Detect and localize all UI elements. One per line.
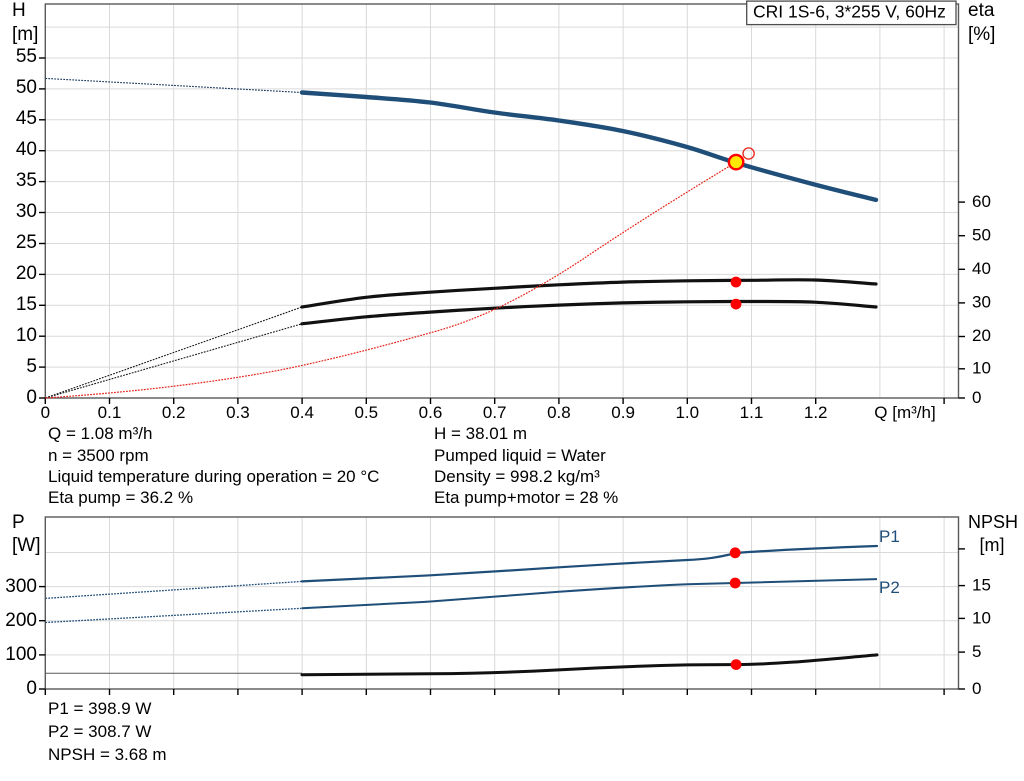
svg-text:40: 40: [972, 259, 991, 278]
svg-text:n = 3500 rpm: n = 3500 rpm: [48, 446, 149, 465]
svg-text:200: 200: [5, 610, 37, 631]
svg-text:H: H: [12, 0, 26, 21]
svg-text:0.2: 0.2: [162, 403, 186, 422]
svg-text:0.7: 0.7: [483, 403, 507, 422]
svg-text:0.6: 0.6: [419, 403, 443, 422]
svg-text:0: 0: [972, 388, 981, 407]
svg-text:NPSH = 3.68 m: NPSH = 3.68 m: [48, 745, 167, 764]
svg-text:55: 55: [16, 46, 37, 67]
svg-text:15: 15: [16, 294, 37, 315]
svg-text:eta: eta: [968, 0, 995, 21]
svg-text:10: 10: [16, 325, 37, 346]
svg-text:0: 0: [26, 678, 37, 699]
svg-text:60: 60: [972, 192, 991, 211]
svg-text:0.9: 0.9: [611, 403, 635, 422]
svg-text:[%]: [%]: [968, 24, 995, 45]
svg-text:0.5: 0.5: [354, 403, 378, 422]
svg-text:20: 20: [16, 263, 37, 284]
svg-text:P2: P2: [879, 578, 900, 597]
svg-text:30: 30: [972, 293, 991, 312]
svg-text:40: 40: [16, 139, 37, 160]
svg-text:Pumped liquid = Water: Pumped liquid = Water: [434, 446, 606, 465]
svg-text:Eta pump = 36.2 %: Eta pump = 36.2 %: [48, 488, 193, 507]
svg-text:[W]: [W]: [12, 535, 41, 556]
svg-text:0.8: 0.8: [547, 403, 571, 422]
svg-text:50: 50: [972, 225, 991, 244]
svg-text:1.0: 1.0: [675, 403, 699, 422]
svg-text:P1 = 398.9 W: P1 = 398.9 W: [48, 699, 151, 718]
svg-text:Liquid temperature during oper: Liquid temperature during operation = 20…: [48, 467, 379, 486]
svg-text:H = 38.01 m: H = 38.01 m: [434, 424, 527, 443]
svg-text:P1: P1: [879, 527, 900, 546]
svg-text:50: 50: [16, 77, 37, 98]
svg-text:25: 25: [16, 232, 37, 253]
svg-text:0.1: 0.1: [98, 403, 122, 422]
svg-text:0: 0: [972, 679, 981, 698]
svg-text:10: 10: [972, 359, 991, 378]
svg-text:5: 5: [26, 356, 37, 377]
svg-text:NPSH: NPSH: [968, 512, 1018, 532]
svg-text:0.3: 0.3: [226, 403, 250, 422]
svg-text:15: 15: [972, 576, 991, 595]
svg-text:P2 = 308.7 W: P2 = 308.7 W: [48, 722, 151, 741]
svg-text:Q [m³/h]: Q [m³/h]: [874, 403, 935, 422]
svg-text:[m]: [m]: [12, 24, 38, 45]
svg-text:Eta pump+motor = 28 %: Eta pump+motor = 28 %: [434, 488, 618, 507]
svg-text:5: 5: [972, 642, 981, 661]
svg-text:CRI 1S-6, 3*255 V, 60Hz: CRI 1S-6, 3*255 V, 60Hz: [753, 2, 946, 22]
svg-text:20: 20: [972, 326, 991, 345]
svg-text:300: 300: [5, 576, 37, 597]
svg-text:[m]: [m]: [980, 535, 1005, 555]
svg-text:1.1: 1.1: [740, 403, 764, 422]
svg-text:Density = 998.2 kg/m³: Density = 998.2 kg/m³: [434, 467, 600, 486]
svg-text:30: 30: [16, 201, 37, 222]
svg-text:1.2: 1.2: [804, 403, 828, 422]
svg-text:100: 100: [5, 644, 37, 665]
svg-text:0: 0: [26, 387, 37, 408]
svg-text:Q = 1.08 m³/h: Q = 1.08 m³/h: [48, 424, 152, 443]
svg-text:35: 35: [16, 170, 37, 191]
svg-text:0.4: 0.4: [290, 403, 314, 422]
svg-text:P: P: [12, 512, 25, 533]
svg-text:10: 10: [972, 609, 991, 628]
svg-text:0: 0: [41, 403, 50, 422]
svg-text:45: 45: [16, 108, 37, 129]
